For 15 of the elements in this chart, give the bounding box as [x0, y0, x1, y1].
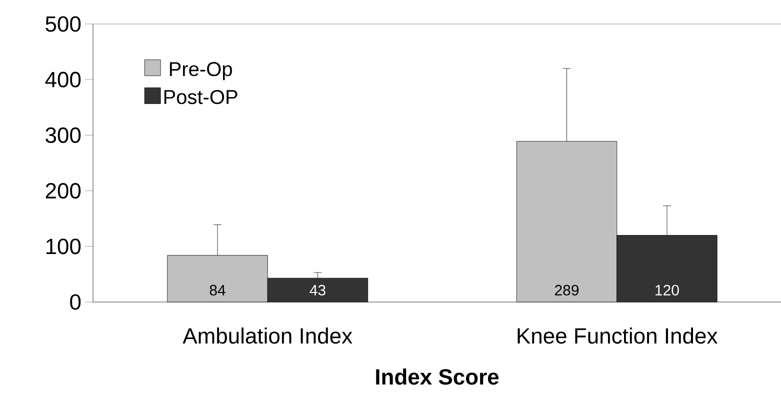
- legend-label: Post-OP: [164, 90, 238, 104]
- x-tick-label: Knee Function Index: [518, 328, 718, 344]
- data-label: 289: [554, 284, 579, 296]
- y-tick-label: 200: [46, 183, 81, 199]
- data-label: 43: [310, 284, 326, 296]
- y-tick-label: 500: [46, 16, 81, 32]
- legend-label: Pre-Op: [170, 62, 232, 80]
- data-label: 84: [210, 284, 226, 296]
- y-tick-label: 0: [70, 294, 81, 310]
- x-tick-label: Ambulation Index: [182, 328, 352, 344]
- y-tick-label: 400: [45, 72, 81, 88]
- data-label: 120: [656, 284, 679, 296]
- y-tick-label: 300: [46, 127, 81, 143]
- y-tick-label: 100: [46, 238, 81, 254]
- x-axis-title: Index Score: [376, 368, 499, 385]
